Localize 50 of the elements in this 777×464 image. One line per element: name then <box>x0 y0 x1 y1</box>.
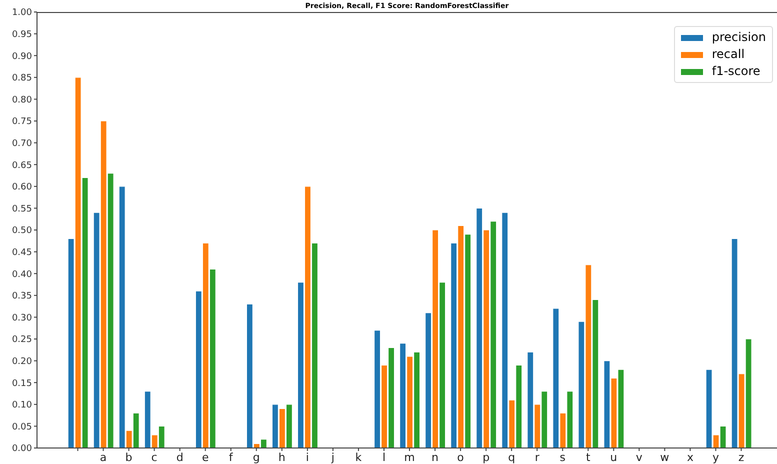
x-tick-label: v <box>636 450 643 464</box>
y-tick-label: 0.60 <box>12 182 32 193</box>
y-tick-label: 0.15 <box>12 378 32 389</box>
y-tick-label: 0.90 <box>12 52 32 62</box>
x-tick-label: s <box>560 450 566 464</box>
y-tick-label: 0.00 <box>12 444 32 454</box>
y-tick-label: 0.75 <box>12 117 32 128</box>
x-tick-label: t <box>586 450 591 464</box>
x-tick-label: f <box>228 450 234 464</box>
x-tick-label: m <box>404 450 415 464</box>
x-tick-label: i <box>306 450 309 464</box>
y-tick-label: 0.65 <box>12 160 32 171</box>
x-tick-label: h <box>278 450 286 464</box>
y-tick-label: 0.50 <box>12 226 32 236</box>
x-tick-label: j <box>330 450 334 464</box>
legend-label: precision <box>712 29 766 46</box>
y-tick-label: 0.70 <box>12 138 32 149</box>
x-tick-label: y <box>712 450 720 464</box>
x-tick-label: q <box>508 450 516 464</box>
y-tick-label: 0.05 <box>12 422 32 432</box>
x-tick-label: u <box>610 450 618 464</box>
y-tick-label: 1.00 <box>12 8 32 18</box>
y-tick-label: 0.25 <box>12 335 32 346</box>
x-tick-label: l <box>382 450 386 464</box>
x-tick-label: p <box>482 450 490 464</box>
x-tick-label: e <box>202 450 209 464</box>
x-tick-label: x <box>686 450 694 464</box>
x-tick-label: a <box>100 450 107 464</box>
x-tick-label: w <box>660 450 670 464</box>
x-tick-label: n <box>432 450 439 464</box>
y-tick-label: 0.80 <box>12 95 32 106</box>
x-tick-label: r <box>534 450 540 464</box>
x-tick-label: b <box>125 450 132 464</box>
y-tick-label: 0.10 <box>12 400 32 411</box>
y-tick-label: 0.30 <box>12 313 32 324</box>
x-tick-label: d <box>176 450 184 464</box>
y-tick-label: 0.95 <box>12 30 32 40</box>
legend-label: recall <box>712 46 745 63</box>
x-tick-label: k <box>355 450 362 464</box>
y-tick-label: 0.85 <box>12 74 32 84</box>
legend-label: f1-score <box>712 63 760 80</box>
y-tick-label: 0.45 <box>12 248 32 258</box>
y-tick-label: 0.35 <box>12 292 32 302</box>
x-tick-label: g <box>252 450 260 464</box>
x-tick-label: c <box>151 450 158 464</box>
y-tick-label: 0.40 <box>12 270 32 280</box>
x-tick-label: z <box>738 450 744 464</box>
y-tick-label: 0.20 <box>12 356 32 367</box>
x-tick-label: o <box>457 450 464 464</box>
y-tick-label: 0.55 <box>12 204 32 214</box>
